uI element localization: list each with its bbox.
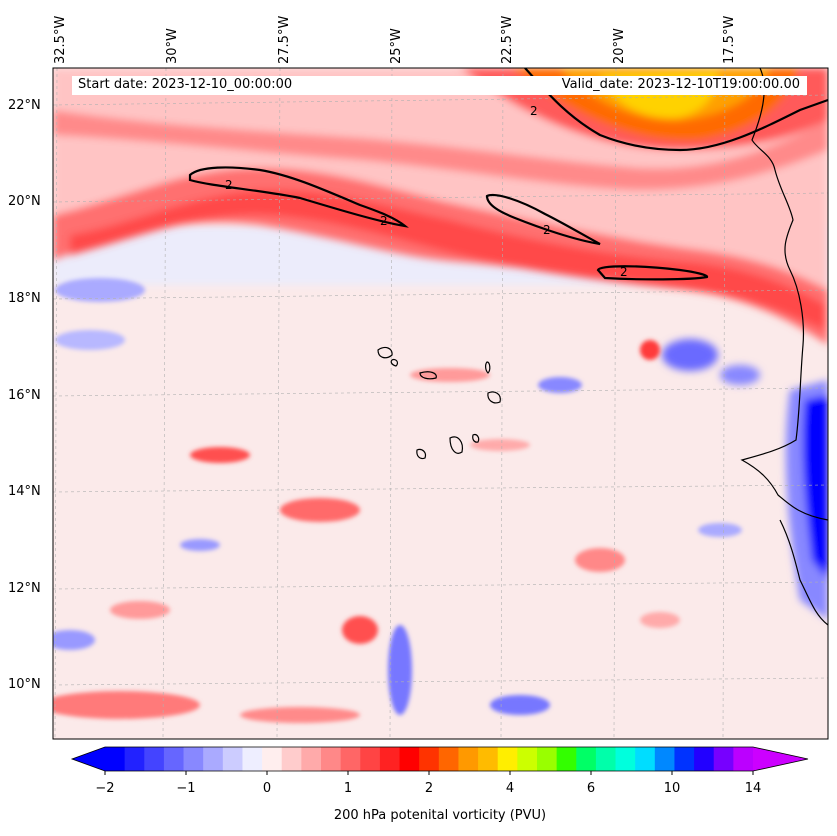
cape-verde-islands: [377, 346, 501, 460]
svg-text:2: 2: [225, 178, 233, 192]
colorbar-bin: [497, 747, 518, 771]
colorbar-bin: [615, 747, 636, 771]
colorbar-bin: [517, 747, 538, 771]
lon-label-30w: 30°W: [165, 28, 180, 64]
cbar-tick-label: 4: [505, 781, 515, 796]
map-frame: [52, 67, 829, 740]
colorbar-bin: [321, 747, 342, 771]
graticule: [53, 68, 828, 739]
lat-label-14n: 14°N: [8, 484, 41, 499]
colorbar-bin: [694, 747, 715, 771]
cbar-tick-label: 2: [424, 781, 434, 796]
colorbar-bin: [183, 747, 204, 771]
cbar-tick-label: −2: [95, 781, 115, 796]
colorbar-ticks: −2 −1 0 1 2 4 6 10 14: [0, 781, 837, 797]
lat-label-22n: 22°N: [8, 98, 41, 113]
colorbar-bin: [222, 747, 243, 771]
lat-label-10n: 10°N: [8, 677, 41, 692]
svg-text:2: 2: [380, 214, 388, 228]
cbar-tick-label: 0: [262, 781, 272, 796]
colorbar-under-extend: [72, 747, 105, 771]
date-info-box: Start date: 2023-12-10_00:00:00 Valid_da…: [72, 76, 807, 95]
map-area: 2 2 2 2 2: [53, 68, 828, 739]
svg-text:2: 2: [530, 104, 538, 118]
colorbar-bin: [458, 747, 479, 771]
colorbar-bin: [733, 747, 754, 771]
colorbar-bin: [595, 747, 617, 771]
colorbar-bin: [281, 747, 302, 771]
lon-label-32-5w: 32.5°W: [53, 15, 68, 64]
colorbar-bin: [360, 747, 381, 771]
colorbar-bin: [713, 747, 734, 771]
colorbar-bin: [537, 747, 558, 771]
lat-label-20n: 20°N: [8, 194, 41, 209]
colorbar: [70, 746, 809, 775]
lat-label-18n: 18°N: [8, 291, 41, 306]
africa-coastline: [740, 68, 828, 626]
colorbar-bin: [635, 747, 656, 771]
colorbar-bin: [379, 747, 401, 771]
colorbar-bin: [105, 747, 126, 771]
lon-label-22-5w: 22.5°W: [500, 15, 515, 64]
colorbar-bin: [163, 747, 185, 771]
colorbar-bin: [340, 747, 361, 771]
cbar-tick-label: 6: [586, 781, 596, 796]
colorbar-bin: [674, 747, 695, 771]
cbar-tick-label: 14: [744, 781, 762, 796]
colorbar-bin: [144, 747, 165, 771]
pv-2-contours: [188, 68, 828, 281]
contour-labels: 2 2 2 2 2: [225, 104, 628, 279]
valid-date: Valid_date: 2023-12-10T19:00:00.00: [561, 77, 800, 92]
cbar-tick-label: 10: [663, 781, 681, 796]
colorbar-bin: [438, 747, 459, 771]
colorbar-label: 200 hPa potenital vorticity (PVU): [333, 808, 547, 823]
lon-label-20w: 20°W: [612, 28, 627, 64]
colorbar-bin: [419, 747, 440, 771]
cbar-tick-label: −1: [176, 781, 196, 796]
colorbar-bin: [301, 747, 322, 771]
colorbar-bin: [124, 747, 145, 771]
colorbar-over-extend: [753, 747, 808, 771]
svg-text:2: 2: [543, 223, 551, 237]
colorbar-bin: [576, 747, 597, 771]
svg-text:2: 2: [620, 265, 628, 279]
colorbar-bin: [478, 747, 499, 771]
colorbar-bin: [262, 747, 283, 771]
colorbar-bin: [242, 747, 263, 771]
start-date: Start date: 2023-12-10_00:00:00: [78, 77, 293, 92]
lon-label-17-5w: 17.5°W: [722, 15, 737, 64]
lon-label-25w: 25°W: [389, 28, 404, 64]
colorbar-bin: [399, 747, 420, 771]
lon-label-27-5w: 27.5°W: [277, 15, 292, 64]
colorbar-bin: [654, 747, 675, 771]
lat-label-12n: 12°N: [8, 581, 41, 596]
colorbar-bin: [203, 747, 224, 771]
colorbar-bin: [556, 747, 577, 771]
lat-label-16n: 16°N: [8, 388, 41, 403]
cbar-tick-label: 1: [343, 781, 353, 796]
